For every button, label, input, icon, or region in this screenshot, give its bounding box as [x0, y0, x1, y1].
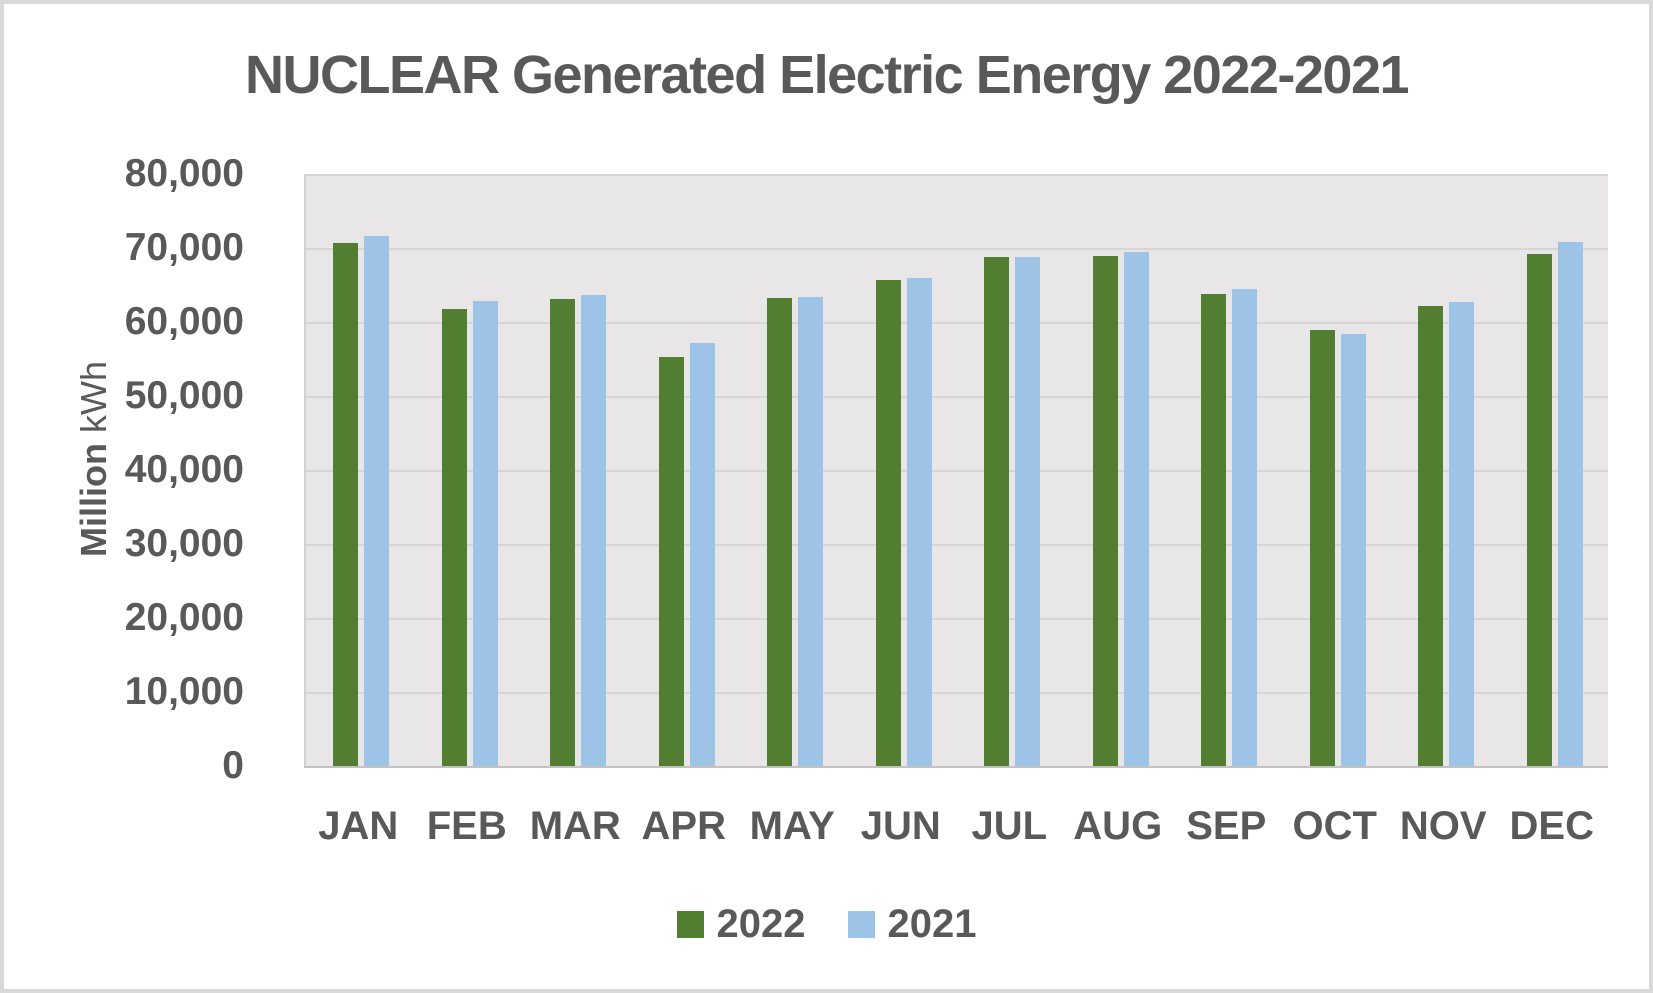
gridline-10000	[306, 692, 1608, 694]
month-label-oct: OCT	[1292, 804, 1377, 848]
chart-title: NUCLEAR Generated Electric Energy 2022-2…	[244, 45, 1410, 105]
gridline-70000	[306, 248, 1608, 250]
y-tick-label-40000: 40,000	[124, 448, 244, 491]
y-tick-label-70000: 70,000	[124, 226, 244, 269]
bar-2022-sep	[1201, 294, 1226, 766]
y-tick-label-30000: 30,000	[124, 522, 244, 565]
bar-2021-mar	[581, 295, 606, 766]
bar-2021-sep	[1232, 289, 1257, 766]
month-label-jan: JAN	[318, 804, 399, 848]
y-tick-label-20000: 20,000	[124, 596, 244, 639]
y-tick-label-50000: 50,000	[124, 374, 244, 417]
legend-swatch-2021	[847, 910, 875, 938]
bar-2022-oct	[1309, 330, 1335, 766]
bar-2021-jun	[906, 278, 932, 766]
month-label-jun: JUN	[860, 804, 941, 848]
legend-item-2021: 2021	[847, 901, 977, 947]
month-label-jul: JUL	[971, 804, 1048, 848]
bar-2022-jan	[333, 243, 358, 766]
bar-2022-apr	[658, 357, 684, 766]
bar-2022-nov	[1418, 306, 1443, 766]
legend-label-2022: 2022	[716, 901, 806, 946]
bar-2021-jul	[1015, 257, 1040, 766]
bar-2022-aug	[1092, 256, 1118, 766]
plot-area	[304, 174, 1608, 768]
bar-2022-jun	[875, 280, 901, 766]
y-tick-label-80000: 80,000	[124, 152, 244, 195]
bar-2021-may	[798, 297, 823, 766]
y-tick-label-10000: 10,000	[124, 670, 244, 713]
legend-swatch-2022	[676, 910, 704, 938]
gridline-40000	[306, 470, 1608, 472]
month-label-may: MAY	[749, 804, 835, 848]
gridline-80000	[306, 174, 1608, 176]
month-label-sep: SEP	[1186, 804, 1267, 848]
month-label-nov: NOV	[1399, 804, 1487, 848]
bar-2021-feb	[472, 301, 498, 766]
gridline-20000	[306, 618, 1608, 620]
bar-2022-may	[767, 298, 792, 766]
month-label-dec: DEC	[1509, 804, 1594, 848]
legend-label-2021: 2021	[887, 901, 977, 946]
y-tick-label-60000: 60,000	[124, 300, 244, 343]
gridline-60000	[306, 322, 1608, 324]
bar-2022-jul	[984, 257, 1009, 766]
month-label-mar: MAR	[529, 804, 621, 848]
month-label-aug: AUG	[1073, 804, 1163, 848]
bar-2022-feb	[441, 309, 467, 766]
y-tick-label-0: 0	[222, 744, 244, 787]
legend-item-2022: 2022	[676, 901, 806, 947]
bar-2022-mar	[550, 299, 575, 766]
legend: 2022 2021	[4, 901, 1649, 947]
gridline-30000	[306, 544, 1608, 546]
bar-2021-jan	[364, 236, 389, 766]
bar-2022-dec	[1526, 254, 1552, 766]
bar-2021-aug	[1123, 252, 1149, 766]
bar-2021-oct	[1340, 334, 1366, 766]
bar-2021-dec	[1557, 242, 1583, 766]
x-axis-line	[304, 766, 1608, 768]
bar-2021-nov	[1449, 302, 1474, 766]
month-label-apr: APR	[641, 804, 726, 848]
month-label-feb: FEB	[426, 804, 507, 848]
gridline-50000	[306, 396, 1608, 398]
bar-2021-apr	[689, 343, 715, 766]
